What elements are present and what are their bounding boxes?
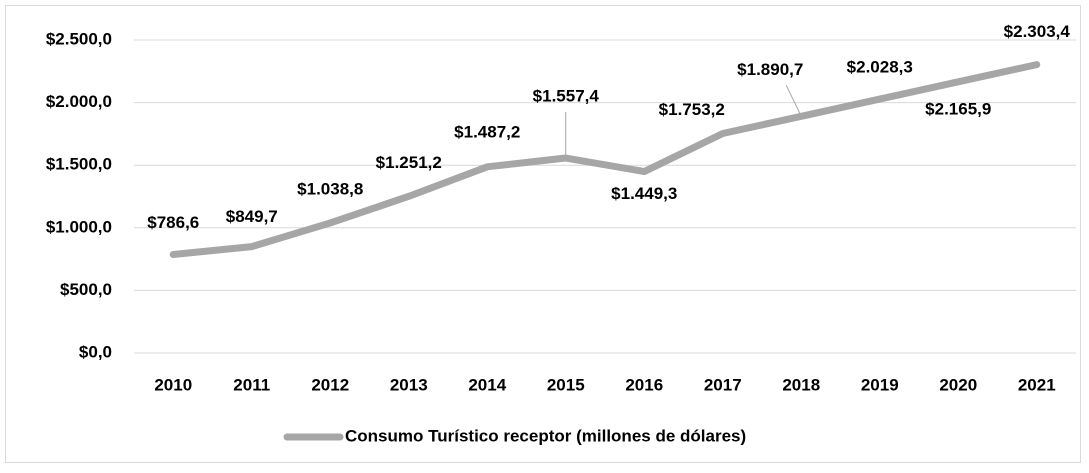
x-tick-label: 2020 (939, 375, 977, 394)
x-tick-label: 2019 (861, 375, 899, 394)
data-label: $786,6 (147, 213, 199, 232)
data-label: $1.557,4 (533, 86, 600, 105)
data-label: $1.753,2 (659, 100, 725, 119)
chart-frame (5, 5, 1081, 463)
data-label: $2.303,4 (1004, 22, 1071, 41)
x-tick-label: 2016 (625, 375, 663, 394)
data-label: $1.890,7 (737, 60, 803, 79)
line-series (169, 61, 1041, 259)
x-tick-label: 2011 (233, 375, 270, 394)
data-label: $1.038,8 (297, 179, 363, 198)
y-tick-label: $2.500,0 (46, 29, 112, 48)
x-tick-label: 2010 (154, 375, 192, 394)
x-tick-label: 2021 (1018, 375, 1056, 394)
x-tick-label: 2018 (782, 375, 820, 394)
y-tick-label: $1.000,0 (46, 217, 112, 236)
x-tick-label: 2013 (390, 375, 428, 394)
legend-label: Consumo Turístico receptor (millones de … (345, 426, 746, 445)
data-label: $2.028,3 (847, 58, 913, 77)
x-tick-label: 2017 (704, 375, 742, 394)
data-label: $2.165,9 (925, 99, 991, 118)
leader-line (785, 85, 802, 117)
data-label: $1.251,2 (376, 153, 442, 172)
y-tick-label: $500,0 (60, 280, 112, 299)
y-tick-label: $0,0 (79, 342, 112, 361)
data-label: $1.449,3 (611, 184, 677, 203)
x-tick-label: 2015 (547, 375, 585, 394)
data-label: $1.487,2 (454, 122, 520, 141)
x-tick-label: 2012 (311, 375, 349, 394)
y-tick-label: $2.000,0 (46, 92, 112, 111)
y-tick-label: $1.500,0 (46, 155, 112, 174)
data-label: $849,7 (226, 207, 278, 226)
x-tick-label: 2014 (468, 375, 506, 394)
